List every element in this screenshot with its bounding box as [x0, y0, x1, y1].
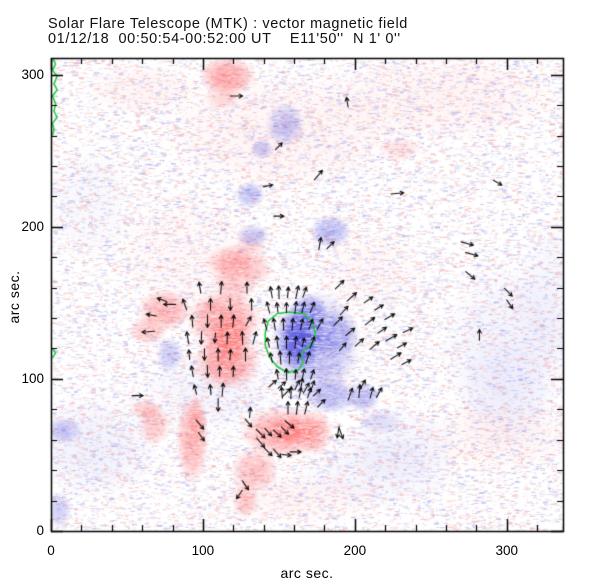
x-tick-label: 0	[47, 543, 55, 558]
y-tick-label: 200	[21, 218, 44, 234]
x-tick-label: 100	[191, 543, 215, 558]
plot-title: Solar Flare Telescope (MTK) : vector mag…	[48, 16, 408, 32]
plot-subtitle: 01/12/18 00:50:54-00:52:00 UT E11'50'' N…	[48, 31, 401, 47]
y-tick-label: 0	[36, 523, 44, 538]
y-tick-label: 300	[21, 66, 44, 82]
y-axis-label: arc sec.	[6, 270, 22, 324]
y-tick-label: 100	[21, 370, 44, 386]
x-tick-label: 200	[343, 543, 367, 558]
x-tick-label: 300	[495, 543, 519, 558]
x-axis-label: arc sec.	[280, 565, 334, 581]
